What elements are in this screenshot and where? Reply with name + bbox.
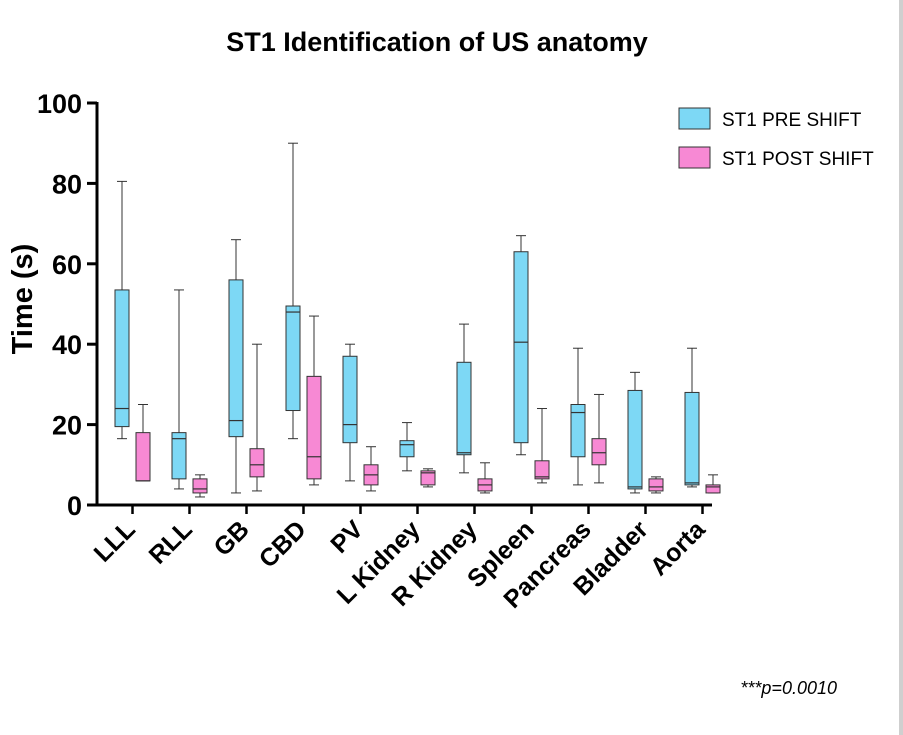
box-iqr [534, 460, 550, 480]
box-post-shift [648, 476, 664, 494]
x-tick-label: CBD [254, 515, 312, 573]
box-pre-shift [513, 235, 529, 456]
box-post-shift [477, 462, 493, 494]
box-pre-shift [456, 323, 472, 474]
legend-swatch [678, 146, 711, 169]
box-iqr [114, 289, 130, 428]
image-frame-edge [899, 0, 903, 735]
box-iqr [171, 432, 187, 480]
box-iqr [285, 305, 301, 412]
box-iqr [456, 361, 472, 456]
plot-area [114, 142, 721, 498]
legend-swatch [678, 107, 711, 130]
box-iqr [705, 484, 721, 494]
box-pre-shift [342, 343, 358, 482]
legend-label: ST1 PRE SHIFT [722, 110, 862, 131]
y-tick-label: 20 [52, 411, 82, 441]
y-axis: 0 20 40 60 80 100 [37, 89, 99, 521]
x-tick-label: Aorta [645, 515, 712, 582]
box-pre-shift [228, 239, 244, 494]
x-tick-label: PV [325, 515, 369, 559]
box-post-shift [249, 343, 265, 492]
x-tick-label: GB [208, 515, 254, 561]
box-iqr [513, 251, 529, 444]
box-iqr [648, 478, 664, 492]
box-iqr [306, 375, 322, 480]
box-pre-shift [285, 142, 301, 440]
box-iqr [192, 478, 208, 494]
y-tick-label: 40 [52, 330, 82, 360]
box-post-shift [591, 393, 607, 484]
y-tick-label: 0 [67, 491, 82, 521]
box-iqr [228, 279, 244, 438]
legend: ST1 PRE SHIFT ST1 POST SHIFT [678, 107, 874, 170]
box-iqr [570, 404, 586, 458]
y-tick-label: 60 [52, 250, 82, 280]
box-iqr [342, 355, 358, 444]
box-post-shift [534, 408, 550, 484]
significance-annotation: ***p=0.0010 [740, 678, 837, 698]
y-axis-label: Time (s) [7, 244, 39, 355]
box-pre-shift [399, 422, 415, 472]
box-pre-shift [114, 180, 130, 440]
box-iqr [135, 432, 151, 482]
box-iqr [684, 391, 700, 486]
x-tick-label: RLL [144, 515, 198, 569]
box-pre-shift [570, 347, 586, 486]
box-pre-shift [684, 347, 700, 488]
box-post-shift [420, 468, 436, 488]
box-pre-shift [627, 371, 643, 494]
box-iqr [591, 438, 607, 466]
box-iqr [627, 389, 643, 490]
x-tick-label: LLL [89, 515, 141, 567]
chart-title: ST1 Identification of US anatomy [226, 27, 648, 57]
box-post-shift [192, 474, 208, 498]
box-pre-shift [171, 289, 187, 490]
box-post-shift [705, 474, 721, 494]
y-tick-label: 100 [37, 89, 82, 119]
box-post-shift [306, 315, 322, 486]
y-tick-label: 80 [52, 169, 82, 199]
box-iqr [420, 470, 436, 486]
legend-label: ST1 POST SHIFT [722, 149, 874, 170]
box-iqr [249, 448, 265, 478]
box-post-shift [363, 446, 379, 492]
box-post-shift [135, 404, 151, 482]
box-iqr [399, 440, 415, 458]
